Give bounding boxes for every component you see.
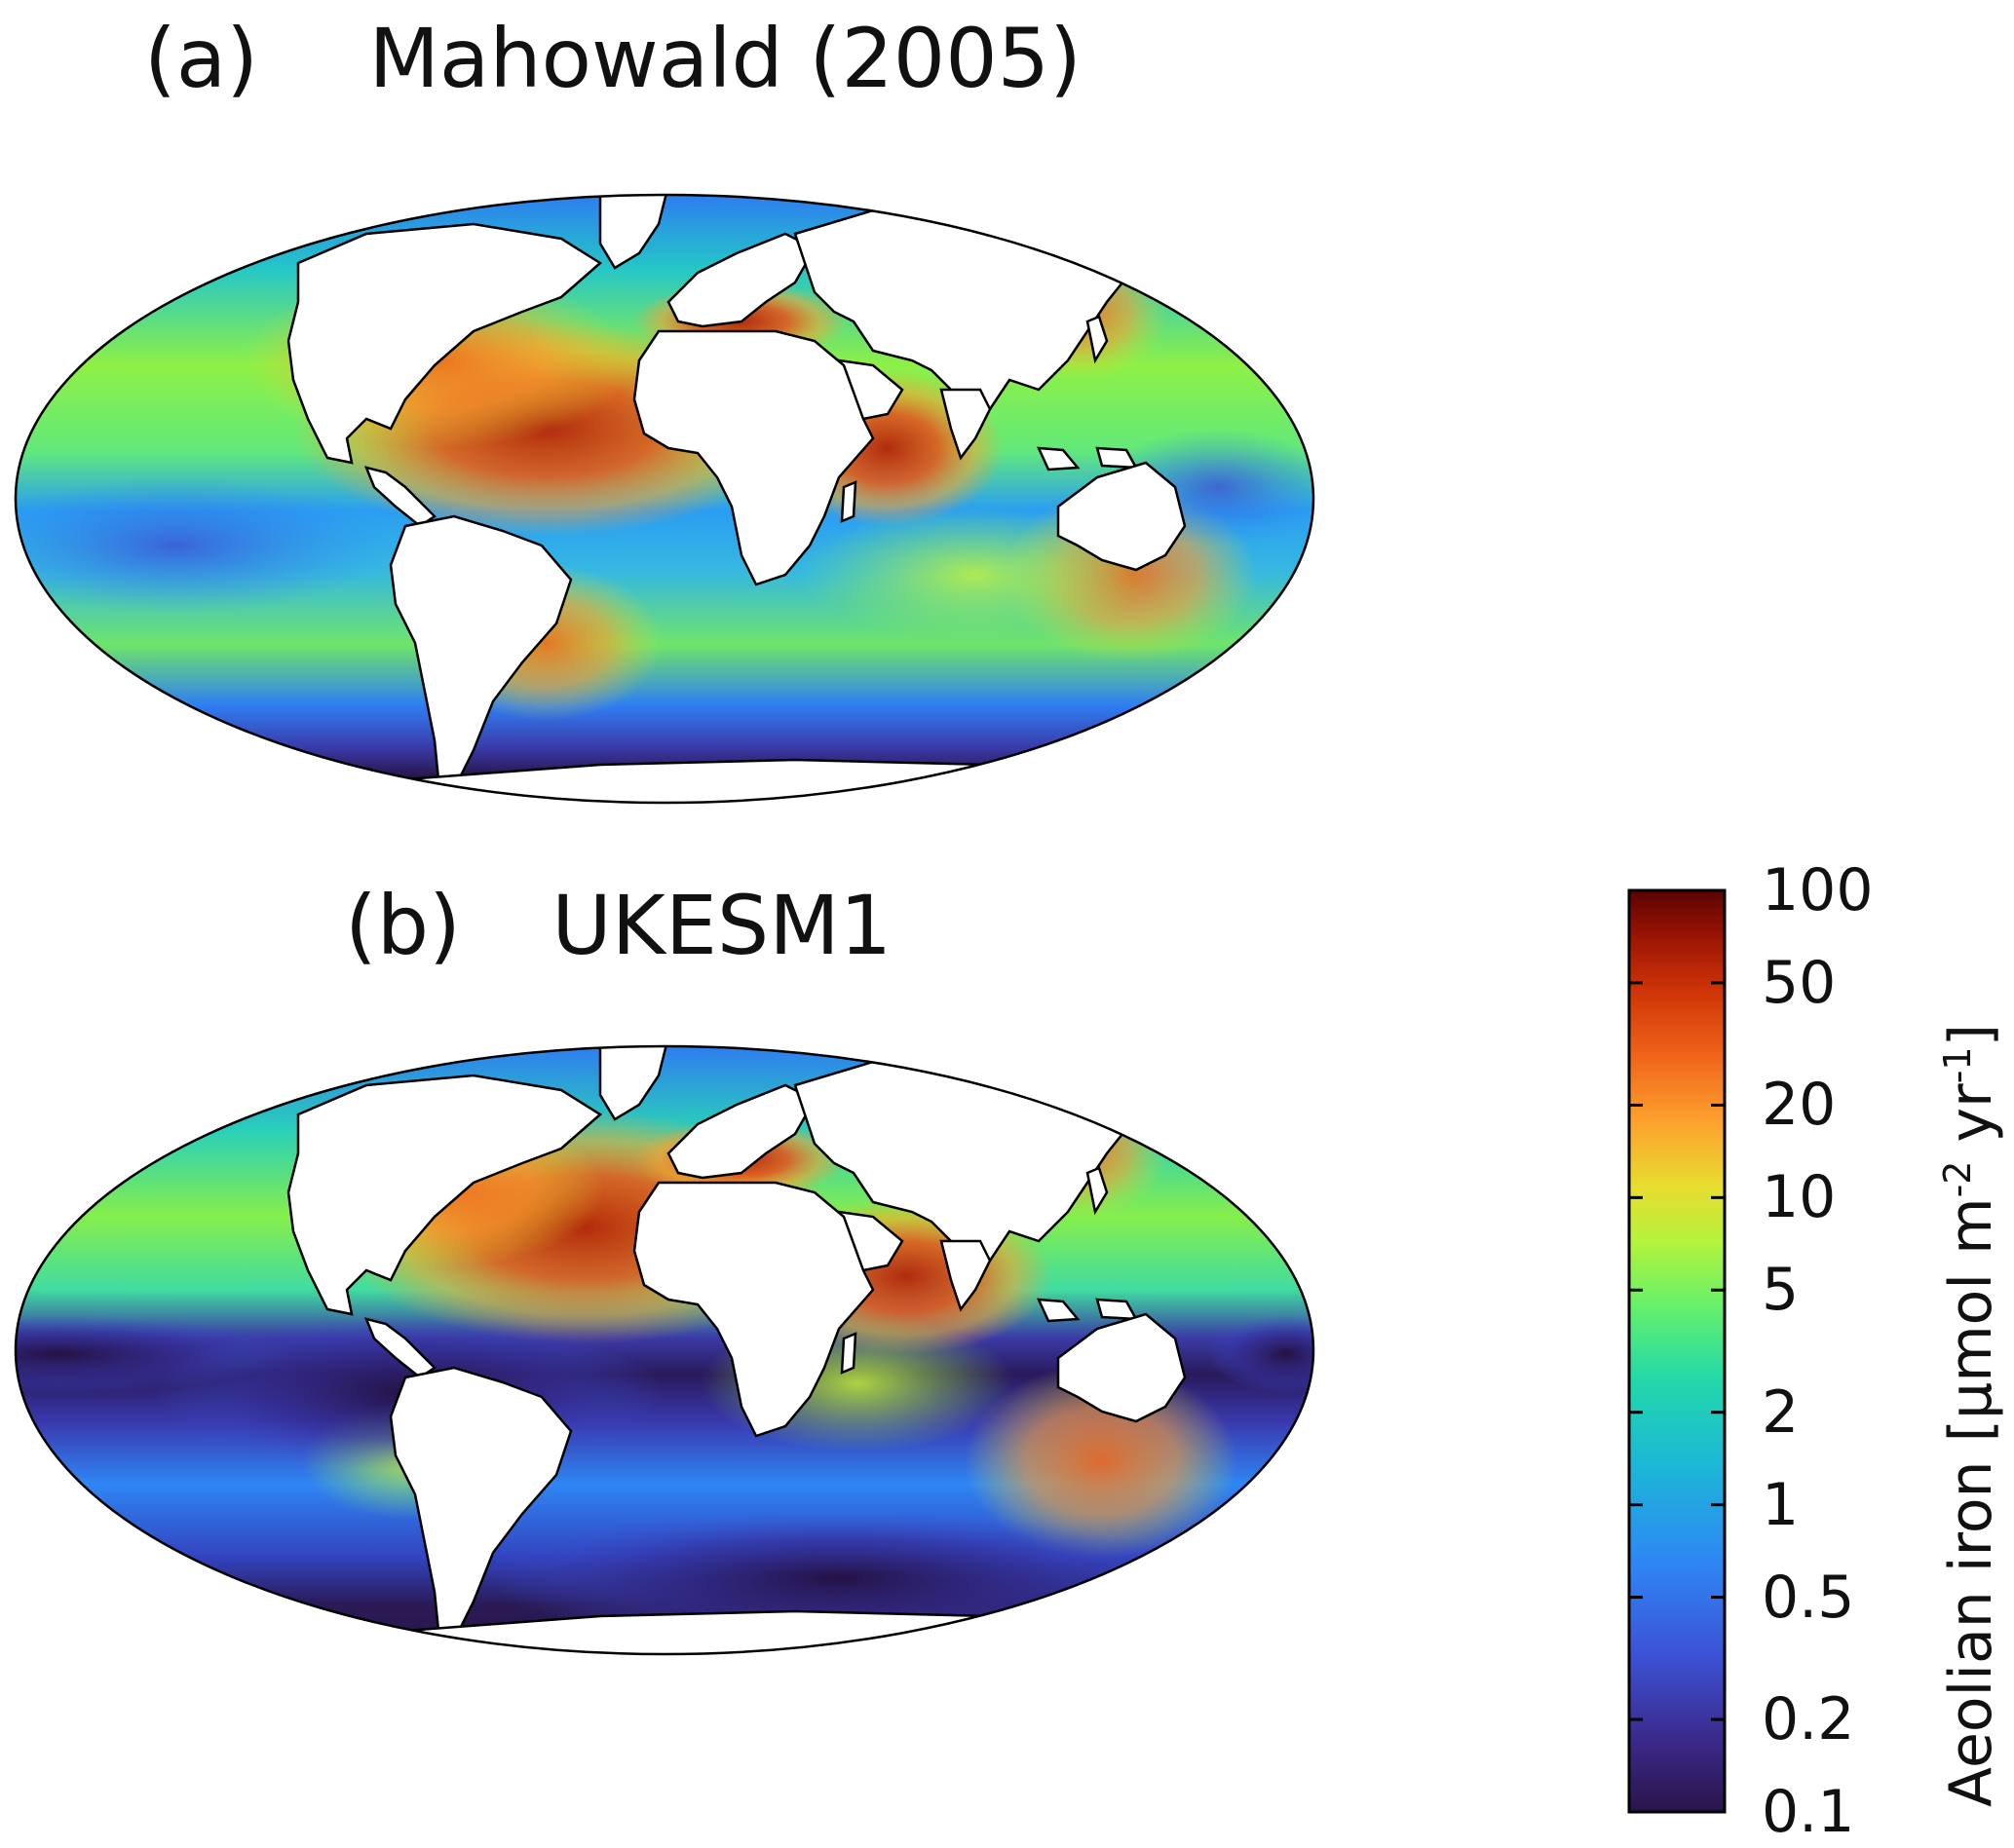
panel-a-title: (a) Mahowald (2005) [144,18,1082,99]
panel-a-name: Mahowald (2005) [368,11,1082,106]
colorbar-tick-label: 100 [1762,856,1874,924]
colorbar-tick-label: 2 [1762,1377,1800,1447]
colorbar-tick-label: 0.1 [1762,1778,1855,1846]
colorbar-title-end: ] [1937,1023,2005,1047]
colorbar-title-mid: yr [1937,1083,2005,1161]
colorbar-tick-marks [1629,981,1725,1721]
map-panel-a [14,193,1315,805]
panel-b-name: UKESM1 [551,878,893,973]
colorbar-tick-label: 5 [1762,1256,1800,1325]
panel-a-label: (a) [144,11,259,106]
colorbar-title: Aeolian iron [µmol m-2 yr-1] [1936,1024,2005,1807]
map-panel-b [14,1044,1315,1656]
colorbar-gradient [1627,888,1727,1814]
colorbar [1627,888,1727,1814]
colorbar-tick-label: 1 [1762,1470,1800,1539]
colorbar-title-exp1: -2 [1936,1160,1979,1198]
colorbar-tick-label: 0.2 [1762,1685,1855,1754]
panel-b-title: (b) UKESM1 [345,885,892,966]
panel-b-label: (b) [345,878,461,973]
colorbar-tick-label: 20 [1762,1071,1837,1140]
colorbar-title-main: Aeolian iron [µmol m [1937,1197,2005,1807]
colorbar-tick-label: 50 [1762,948,1837,1017]
colorbar-tick-label: 10 [1762,1163,1837,1232]
colorbar-title-exp2: -1 [1936,1046,1979,1084]
colorbar-tick-label: 0.5 [1762,1563,1855,1632]
